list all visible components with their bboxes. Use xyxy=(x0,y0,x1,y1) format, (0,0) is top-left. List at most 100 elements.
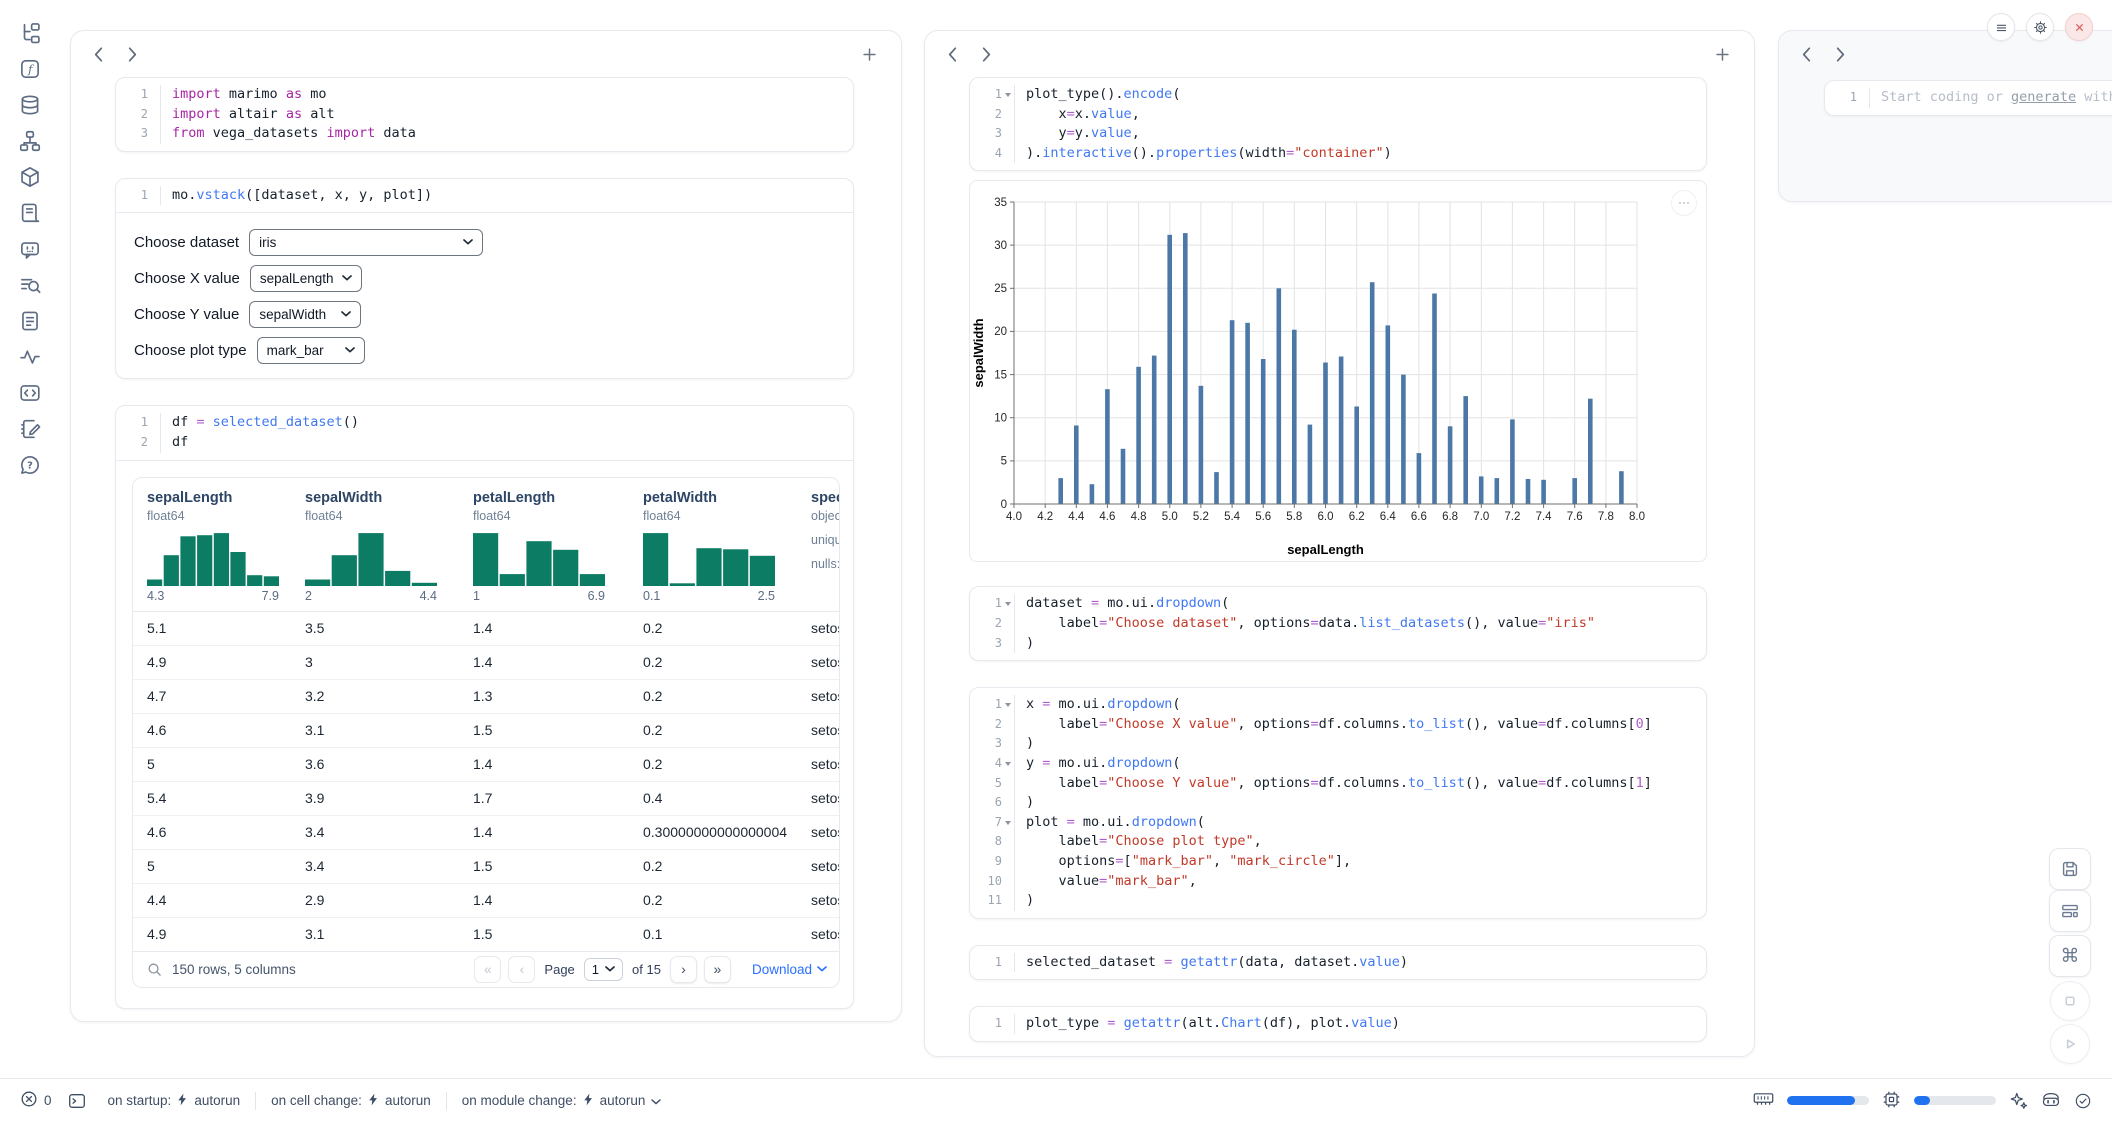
chevron-down-icon xyxy=(345,347,355,353)
code-line: 3) xyxy=(978,734,1694,754)
move-column-left-button[interactable] xyxy=(89,45,107,63)
move-column-right-button[interactable] xyxy=(1831,45,1849,63)
cell-selected-dataset[interactable]: 1selected_dataset = getattr(data, datase… xyxy=(969,945,1707,981)
on-cell-change-setting[interactable]: on cell change: autorun xyxy=(271,1093,431,1109)
snippets-icon[interactable] xyxy=(19,310,41,332)
package-icon[interactable] xyxy=(19,166,41,188)
code-editor[interactable]: 1plot_type().encode(2 x=x.value,3 y=y.va… xyxy=(970,78,1706,170)
cell-xy-dropdowns[interactable]: 1x = mo.ui.dropdown(2 label="Choose X va… xyxy=(969,687,1707,919)
column-header-sepalLength[interactable]: sepalLengthfloat644.37.9 xyxy=(133,478,291,611)
keyboard-shortcuts-button[interactable]: ⌘ xyxy=(2049,935,2091,977)
cell-dataframe[interactable]: 1df = selected_dataset()2df sepalLengthf… xyxy=(115,405,854,1008)
ai-sparkles-icon[interactable] xyxy=(2009,1091,2028,1110)
last-page-button[interactable]: » xyxy=(704,956,731,983)
previous-page-button[interactable]: ‹ xyxy=(508,956,535,983)
table-row[interactable]: 5.43.91.70.4setosa xyxy=(133,782,839,816)
logs-icon[interactable] xyxy=(19,202,41,224)
database-icon[interactable] xyxy=(19,94,41,116)
next-page-button[interactable]: › xyxy=(670,956,697,983)
memory-usage-bar[interactable] xyxy=(1787,1096,1869,1106)
cell-dataset-dropdown[interactable]: 1dataset = mo.ui.dropdown(2 label="Choos… xyxy=(969,586,1707,661)
column-header-sepalWidth[interactable]: sepalWidthfloat6424.4 xyxy=(291,478,459,611)
generate-with-ai-link[interactable]: generate xyxy=(2011,89,2076,105)
errors-indicator[interactable]: 0 xyxy=(20,1090,52,1111)
move-column-right-button[interactable] xyxy=(123,45,141,63)
table-row[interactable]: 53.61.40.2setosa xyxy=(133,748,839,782)
cell-imports[interactable]: 1import marimo as mo2import altair as al… xyxy=(115,77,854,152)
line-number: 5 xyxy=(978,774,1002,794)
save-button[interactable] xyxy=(2049,848,2091,890)
fold-chevron-icon[interactable] xyxy=(1002,85,1014,105)
choose-plot-type-dropdown[interactable]: mark_bar xyxy=(257,337,365,364)
add-cell-button[interactable] xyxy=(862,47,877,62)
notebook-menu-button[interactable] xyxy=(1987,13,2015,41)
code-editor[interactable]: 1df = selected_dataset()2df xyxy=(116,406,853,459)
code-editor[interactable]: 1import marimo as mo2import altair as al… xyxy=(116,78,853,151)
cpu-usage-bar[interactable] xyxy=(1914,1096,1996,1106)
dependency-graph-icon[interactable] xyxy=(19,130,41,152)
table-row[interactable]: 4.73.21.30.2setosa xyxy=(133,680,839,714)
code-editor[interactable]: 1 Start coding or generate with AI xyxy=(1825,81,2112,115)
fold-chevron-icon[interactable] xyxy=(1002,754,1014,774)
svg-text:f: f xyxy=(27,62,34,76)
move-column-left-button[interactable] xyxy=(943,45,961,63)
fold-chevron-icon[interactable] xyxy=(1002,695,1014,715)
move-column-right-button[interactable] xyxy=(977,45,995,63)
chevron-down-icon xyxy=(342,275,352,281)
column-header-petalWidth[interactable]: petalWidthfloat640.12.5 xyxy=(629,478,797,611)
choose-y-value-dropdown[interactable]: sepalWidth xyxy=(249,301,361,328)
on-startup-setting[interactable]: on startup: autorun xyxy=(108,1093,241,1109)
settings-button[interactable] xyxy=(2026,13,2054,41)
table-row[interactable]: 5.13.51.40.2setosa xyxy=(133,612,839,646)
cell-empty[interactable]: 1 Start coding or generate with AI xyxy=(1824,80,2112,116)
page-select[interactable]: 1 xyxy=(584,958,623,981)
code-editor[interactable]: 1plot_type = getattr(alt.Chart(df), plot… xyxy=(970,1007,1706,1041)
table-row[interactable]: 4.93.11.50.1setosa xyxy=(133,918,839,951)
table-cell: setosa xyxy=(797,714,839,747)
download-button[interactable]: Download xyxy=(752,962,827,977)
column-header-petalLength[interactable]: petalLengthfloat6416.9 xyxy=(459,478,629,611)
first-page-button[interactable]: « xyxy=(474,956,501,983)
search-icon[interactable] xyxy=(147,962,162,977)
cell-plot-type[interactable]: 1plot_type = getattr(alt.Chart(df), plot… xyxy=(969,1006,1707,1042)
table-row[interactable]: 53.41.50.2setosa xyxy=(133,850,839,884)
fold-chevron-icon[interactable] xyxy=(1002,813,1014,833)
ai-chat-icon[interactable] xyxy=(19,238,41,260)
table-row[interactable]: 4.931.40.2setosa xyxy=(133,646,839,680)
table-row[interactable]: 4.63.41.40.30000000000000004setosa xyxy=(133,816,839,850)
fold-chevron-icon[interactable] xyxy=(1002,594,1014,614)
code-editor[interactable]: 1selected_dataset = getattr(data, datase… xyxy=(970,946,1706,980)
altair-bar-chart[interactable]: 4.04.24.44.64.85.05.25.45.65.86.06.26.46… xyxy=(970,181,1706,566)
cell-vstack[interactable]: 1mo.vstack([dataset, x, y, plot]) Choose… xyxy=(115,178,854,380)
layout-button[interactable] xyxy=(2049,890,2091,932)
copilot-icon[interactable] xyxy=(2041,1091,2061,1110)
code-editor[interactable]: 1x = mo.ui.dropdown(2 label="Choose X va… xyxy=(970,688,1706,918)
code-editor[interactable]: 1mo.vstack([dataset, x, y, plot]) xyxy=(116,179,853,213)
stop-button[interactable] xyxy=(2050,981,2090,1021)
svg-text:4.8: 4.8 xyxy=(1131,511,1147,523)
search-list-icon[interactable] xyxy=(19,274,41,296)
add-cell-button[interactable] xyxy=(1715,47,1730,62)
function-icon[interactable]: f xyxy=(19,58,41,80)
run-button[interactable] xyxy=(2050,1024,2090,1064)
line-number: 11 xyxy=(978,891,1002,911)
choose-x-value-dropdown[interactable]: sepalLength xyxy=(250,265,362,292)
shutdown-button[interactable] xyxy=(2065,13,2093,41)
file-tree-icon[interactable] xyxy=(19,22,41,44)
terminal-button[interactable] xyxy=(68,1092,86,1110)
tracing-icon[interactable] xyxy=(19,346,41,368)
choose-dataset-dropdown[interactable]: iris xyxy=(249,229,483,256)
cell-plot[interactable]: 1plot_type().encode(2 x=x.value,3 y=y.va… xyxy=(969,77,1707,171)
table-cell: 4.9 xyxy=(133,646,291,679)
table-row[interactable]: 4.63.11.50.2setosa xyxy=(133,714,839,748)
column-type: float64 xyxy=(473,509,629,523)
scratchpad-icon[interactable] xyxy=(19,418,41,440)
code-output-icon[interactable] xyxy=(19,382,41,404)
svg-text:?: ? xyxy=(27,461,33,472)
help-icon[interactable]: ? xyxy=(19,454,41,476)
move-column-left-button[interactable] xyxy=(1797,45,1815,63)
table-row[interactable]: 4.42.91.40.2setosa xyxy=(133,884,839,918)
column-header-species[interactable]: speciesobjectunique:nulls: xyxy=(797,478,839,611)
on-module-change-setting[interactable]: on module change: autorun xyxy=(462,1093,662,1109)
code-editor[interactable]: 1dataset = mo.ui.dropdown(2 label="Choos… xyxy=(970,587,1706,660)
